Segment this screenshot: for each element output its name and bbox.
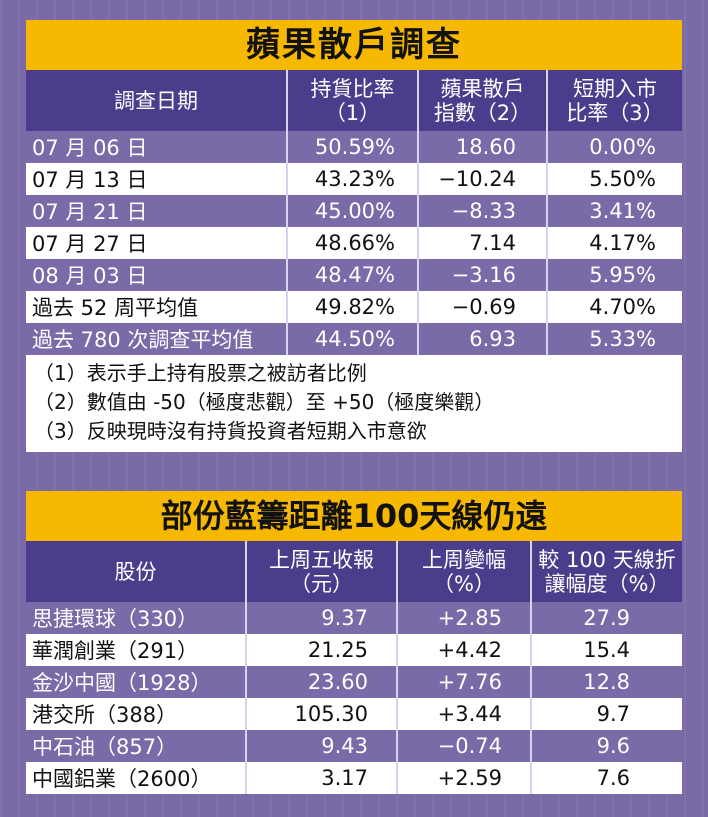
survey-cell-holding: 49.82% [286, 291, 418, 323]
bluechips-header-row: 股份 上周五收報 （元） 上周變幅 （%） 較 100 天線折 讓幅度（%） [26, 541, 682, 602]
bluechips-header-close: 上周五收報 （元） [245, 541, 397, 602]
survey-cell-date: 07 月 21 日 [26, 195, 287, 227]
survey-header-holding: 持貨比率 （1） [286, 70, 418, 131]
bluechips-table: 股份 上周五收報 （元） 上周變幅 （%） 較 100 天線折 讓幅度（%） 思… [26, 541, 682, 794]
survey-cell-date: 07 月 13 日 [26, 163, 287, 195]
bluechips-cell-discount: 15.4 [530, 634, 682, 666]
bluechips-cell-change: +7.76 [396, 666, 531, 698]
survey-cell-holding: 48.66% [286, 227, 418, 259]
survey-cell-index: 18.60 [417, 131, 547, 163]
survey-cell-entry: 5.33% [546, 323, 682, 355]
table-row: 07 月 27 日 48.66% 7.14 4.17% [26, 227, 682, 259]
survey-cell-index: −0.69 [417, 291, 547, 323]
survey-header-row: 調查日期 持貨比率 （1） 蘋果散戶 指數（2） 短期入市 比率（3） [26, 70, 682, 131]
survey-cell-entry: 3.41% [546, 195, 682, 227]
survey-cell-holding: 45.00% [286, 195, 418, 227]
survey-cell-entry: 4.17% [546, 227, 682, 259]
survey-cell-holding: 44.50% [286, 323, 418, 355]
bluechips-cell-change: +2.85 [396, 602, 531, 634]
survey-cell-date: 過去 780 次調查平均值 [26, 323, 287, 355]
survey-cell-index: 6.93 [417, 323, 547, 355]
bluechips-cell-close: 3.17 [245, 762, 397, 794]
bluechips-cell-close: 9.37 [245, 602, 397, 634]
table-row: 07 月 21 日 45.00% −8.33 3.41% [26, 195, 682, 227]
bluechips-cell-close: 105.30 [245, 698, 397, 730]
table-row: 思捷環球（330） 9.37 +2.85 27.9 [26, 602, 682, 634]
survey-title: 蘋果散戶調查 [26, 20, 682, 70]
bluechips-cell-stock: 華潤創業（291） [26, 634, 246, 666]
bluechips-cell-stock: 思捷環球（330） [26, 602, 246, 634]
bluechips-cell-discount: 7.6 [530, 762, 682, 794]
bluechips-cell-stock: 港交所（388） [26, 698, 246, 730]
bluechips-cell-change: −0.74 [396, 730, 531, 762]
table-row: 過去 52 周平均值 49.82% −0.69 4.70% [26, 291, 682, 323]
survey-notes: （1）表示手上持有股票之被訪者比例 （2）數值由 -50（極度悲觀）至 +50（… [26, 355, 682, 452]
survey-note-1: （1）表示手上持有股票之被訪者比例 [34, 361, 367, 385]
bluechips-title: 部份藍籌距離100天線仍遠 [26, 491, 682, 541]
table-row: 08 月 03 日 48.47% −3.16 5.95% [26, 259, 682, 291]
survey-cell-holding: 50.59% [286, 131, 418, 163]
table-row: 07 月 06 日 50.59% 18.60 0.00% [26, 131, 682, 163]
table-row: 中國鋁業（2600） 3.17 +2.59 7.6 [26, 762, 682, 794]
survey-header-date: 調查日期 [26, 70, 287, 131]
table-row: 過去 780 次調查平均值 44.50% 6.93 5.33% [26, 323, 682, 355]
survey-table: 調查日期 持貨比率 （1） 蘋果散戶 指數（2） 短期入市 比率（3） 07 月… [26, 70, 682, 355]
survey-cell-date: 07 月 06 日 [26, 131, 287, 163]
survey-cell-date: 過去 52 周平均值 [26, 291, 287, 323]
table-row: 金沙中國（1928） 23.60 +7.76 12.8 [26, 666, 682, 698]
bluechips-cell-stock: 中石油（857） [26, 730, 246, 762]
bluechips-cell-change: +2.59 [396, 762, 531, 794]
survey-note-2: （2）數值由 -50（極度悲觀）至 +50（極度樂觀） [34, 390, 495, 414]
survey-cell-entry: 0.00% [546, 131, 682, 163]
survey-cell-date: 07 月 27 日 [26, 227, 287, 259]
bluechips-cell-change: +4.42 [396, 634, 531, 666]
survey-panel: 蘋果散戶調查 調查日期 持貨比率 （1） 蘋果散戶 指數（2） 短期入市 比率（… [26, 20, 682, 452]
bluechips-cell-close: 21.25 [245, 634, 397, 666]
table-row: 中石油（857） 9.43 −0.74 9.6 [26, 730, 682, 762]
bluechips-cell-close: 9.43 [245, 730, 397, 762]
table-row: 港交所（388） 105.30 +3.44 9.7 [26, 698, 682, 730]
bluechips-cell-change: +3.44 [396, 698, 531, 730]
survey-cell-holding: 43.23% [286, 163, 418, 195]
survey-cell-holding: 48.47% [286, 259, 418, 291]
survey-cell-entry: 5.95% [546, 259, 682, 291]
survey-cell-index: −10.24 [417, 163, 547, 195]
survey-cell-entry: 5.50% [546, 163, 682, 195]
bluechips-header-stock: 股份 [26, 541, 246, 602]
bluechips-header-discount: 較 100 天線折 讓幅度（%） [530, 541, 682, 602]
survey-cell-entry: 4.70% [546, 291, 682, 323]
bluechips-cell-discount: 9.6 [530, 730, 682, 762]
bluechips-cell-close: 23.60 [245, 666, 397, 698]
survey-note-3: （3）反映現時沒有持貨投資者短期入市意欲 [34, 419, 427, 443]
survey-header-entry: 短期入市 比率（3） [546, 70, 682, 131]
bluechips-panel: 部份藍籌距離100天線仍遠 股份 上周五收報 （元） 上周變幅 （%） 較 10… [26, 491, 682, 794]
survey-cell-index: −3.16 [417, 259, 547, 291]
survey-cell-index: −8.33 [417, 195, 547, 227]
bluechips-cell-discount: 12.8 [530, 666, 682, 698]
bluechips-cell-discount: 9.7 [530, 698, 682, 730]
bluechips-cell-stock: 中國鋁業（2600） [26, 762, 246, 794]
survey-header-index: 蘋果散戶 指數（2） [417, 70, 547, 131]
bluechips-cell-discount: 27.9 [530, 602, 682, 634]
bluechips-header-change: 上周變幅 （%） [396, 541, 531, 602]
bluechips-cell-stock: 金沙中國（1928） [26, 666, 246, 698]
survey-cell-date: 08 月 03 日 [26, 259, 287, 291]
survey-cell-index: 7.14 [417, 227, 547, 259]
table-row: 07 月 13 日 43.23% −10.24 5.50% [26, 163, 682, 195]
table-row: 華潤創業（291） 21.25 +4.42 15.4 [26, 634, 682, 666]
